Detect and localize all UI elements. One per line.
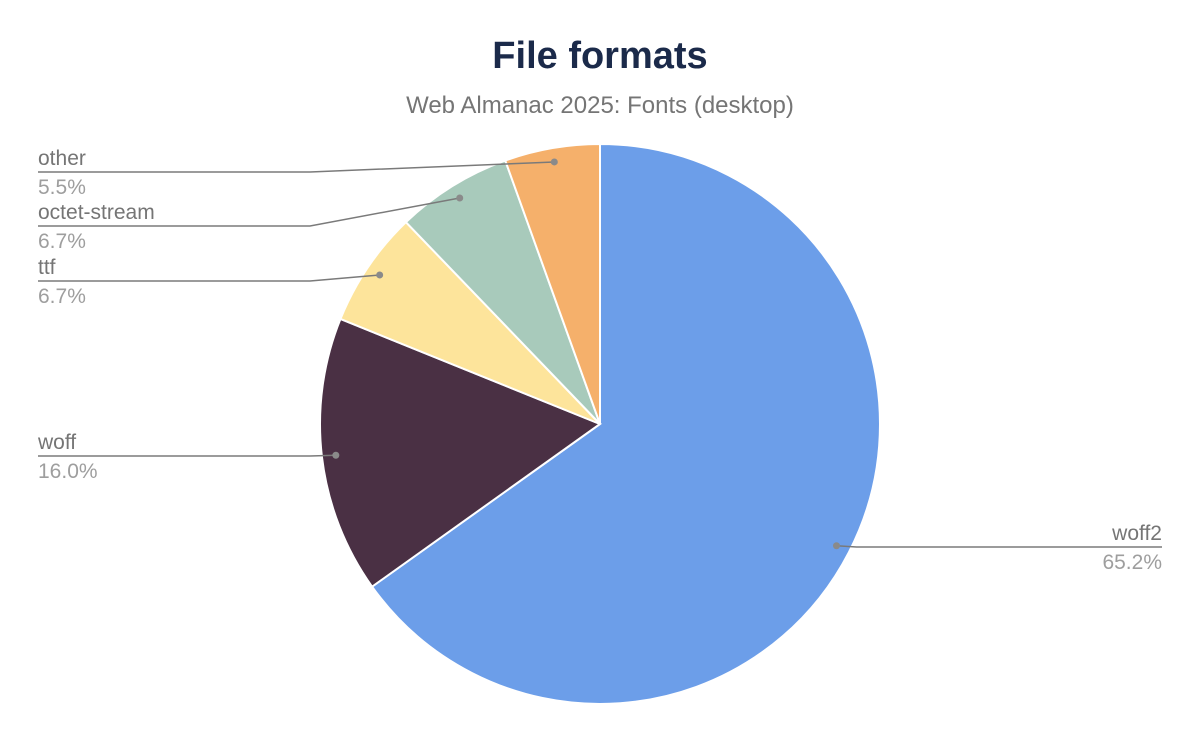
leader-dot-other <box>550 158 558 166</box>
slice-value-other: 5.5% <box>38 176 86 199</box>
pie-slice-octet-stream <box>404 159 601 425</box>
pie-slice-other <box>503 142 601 425</box>
slice-label-woff: woff <box>37 431 76 454</box>
leader-dot-ttf <box>376 271 384 279</box>
pie-slice-woff <box>319 317 603 589</box>
leader-line-woff2 <box>836 545 1162 548</box>
chart-title: File formats <box>492 35 707 77</box>
slice-label-other: other <box>38 147 86 170</box>
pie-slice-woff2 <box>370 142 881 705</box>
leader-line-woff <box>38 454 336 457</box>
leader-dot-woff2 <box>832 542 840 550</box>
slice-value-woff2: 65.2% <box>1102 551 1162 574</box>
leader-line-octet-stream <box>38 197 460 227</box>
pie-slice-ttf <box>339 220 601 425</box>
leader-dot-woff <box>332 451 340 459</box>
leader-line-other <box>38 161 555 173</box>
slice-value-ttf: 6.7% <box>38 285 86 308</box>
slice-label-woff2: woff2 <box>1111 522 1162 545</box>
slice-value-octet-stream: 6.7% <box>38 230 86 253</box>
chart-subtitle: Web Almanac 2025: Fonts (desktop) <box>406 92 794 119</box>
slice-label-octet-stream: octet-stream <box>38 201 155 224</box>
leader-dot-octet-stream <box>456 194 464 202</box>
leader-line-ttf <box>38 274 380 282</box>
slice-label-ttf: ttf <box>38 256 56 279</box>
slice-value-woff: 16.0% <box>38 460 98 483</box>
